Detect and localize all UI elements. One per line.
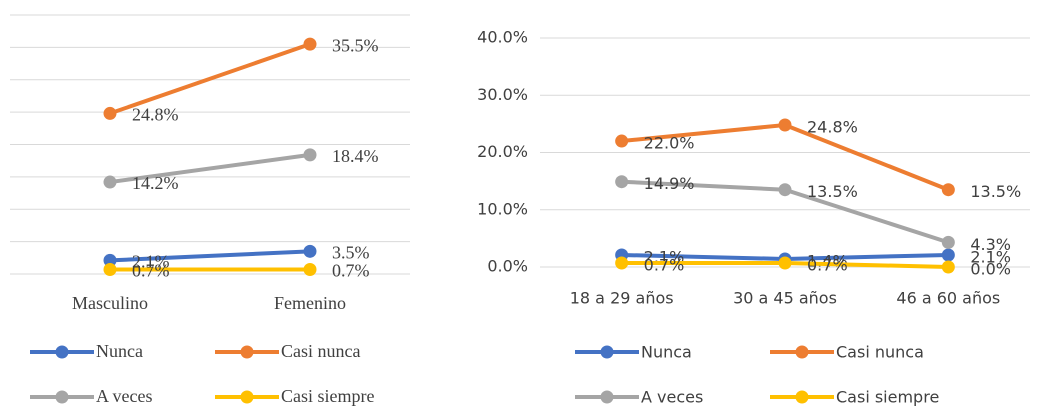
data-label: 2.1%	[970, 247, 1011, 266]
y-tick-label: 30.0%	[477, 85, 528, 104]
point	[303, 244, 317, 258]
data-label: 14.9%	[644, 174, 695, 193]
legend-marker	[240, 390, 254, 404]
legend-marker	[240, 345, 254, 359]
point	[778, 118, 792, 132]
data-label: 2.1%	[132, 252, 170, 272]
legend-marker	[600, 345, 614, 359]
legend-label: Casi nunca	[281, 341, 360, 361]
point	[941, 248, 955, 262]
point	[615, 175, 629, 189]
y-tick-label: 20.0%	[477, 142, 528, 161]
point	[941, 260, 955, 274]
data-label: 0.7%	[332, 261, 370, 281]
x-tick-label: 30 a 45 años	[733, 289, 837, 308]
data-label: 3.5%	[332, 242, 370, 262]
legend-label: Casi siempre	[836, 388, 939, 407]
legend-marker	[795, 390, 809, 404]
legend-label: Casi nunca	[836, 343, 924, 362]
data-label: 24.8%	[807, 118, 858, 137]
data-label: 0.7%	[132, 261, 170, 281]
point	[303, 262, 317, 276]
data-label: 18.4%	[332, 146, 379, 166]
data-label: 0.7%	[807, 255, 848, 274]
point	[303, 37, 317, 51]
data-label: 24.8%	[132, 105, 179, 125]
x-tick-label: 18 a 29 años	[570, 289, 674, 308]
data-label: 14.2%	[132, 173, 179, 193]
y-tick-label: 0.0%	[487, 257, 528, 276]
series-line	[109, 249, 311, 263]
x-tick-label: 46 a 60 años	[896, 289, 1000, 308]
point	[103, 253, 117, 267]
point	[941, 183, 955, 197]
series-line	[109, 42, 311, 116]
point	[303, 148, 317, 162]
data-label: 0.7%	[644, 255, 685, 274]
y-tick-label: 40.0%	[477, 28, 528, 47]
legend-marker	[55, 345, 69, 359]
chart-left: Masculino Femenino 2.1% 3.5% Nunca 24.8% 35.5%…	[10, 14, 410, 406]
chart-right: 0.0% 10.0% 20.0% 30.0% 40.0% 18 a 29 años 30 a…	[477, 28, 1030, 407]
legend-label: Nunca	[641, 343, 692, 362]
legend-marker	[795, 345, 809, 359]
data-label: 0.0%	[970, 260, 1011, 279]
point	[778, 183, 792, 197]
legend-label: Nunca	[96, 341, 143, 361]
point	[103, 175, 117, 189]
data-label: 13.5%	[970, 182, 1021, 201]
legend-marker	[600, 390, 614, 404]
point	[103, 106, 117, 120]
point	[103, 262, 117, 276]
point	[778, 256, 792, 270]
point	[615, 256, 629, 270]
data-label: 35.5%	[332, 35, 379, 55]
data-label: 22.0%	[644, 134, 695, 153]
point	[615, 134, 629, 148]
legend-label: A veces	[96, 386, 152, 406]
x-tick-label: Masculino	[72, 293, 148, 313]
series-line	[109, 152, 311, 185]
data-label: 4.3%	[970, 235, 1011, 254]
legend-label: Casi siempre	[281, 386, 374, 406]
data-label: 13.5%	[807, 182, 858, 201]
legend-marker	[55, 390, 69, 404]
y-tick-label: 10.0%	[477, 199, 528, 218]
legend-label: A veces	[641, 388, 703, 407]
point	[941, 235, 955, 249]
x-tick-label: Femenino	[274, 293, 346, 313]
